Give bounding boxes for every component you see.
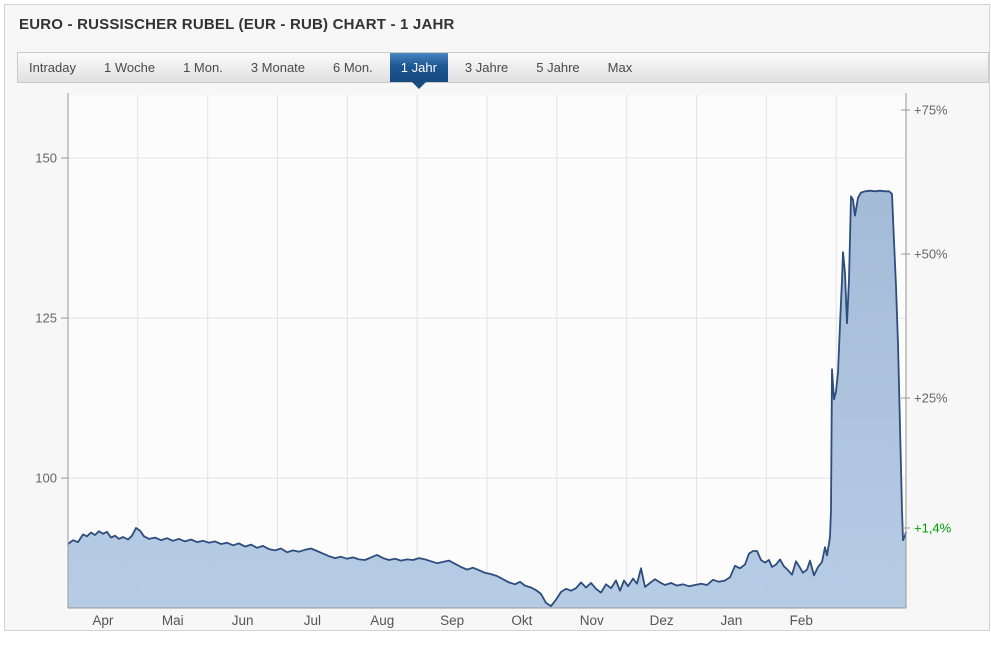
tab-1-jahr[interactable]: 1 Jahr [389,53,448,89]
price-chart[interactable]: 150 125 100 +75% +50% +25% +1,4% Apr Mai Jun Jul A… [5,90,991,640]
area-fill [68,190,906,608]
chart-title: EURO - RUSSISCHER RUBEL (EUR - RUB) CHAR… [19,16,455,33]
x-axis-label: Nov [580,613,604,628]
percent-axis-label: +1,4% [914,521,952,536]
tab-6-mon[interactable]: 6 Mon. [333,60,373,75]
x-axis-label: Jan [721,613,743,628]
percent-axis-label: +50% [914,247,948,262]
percent-axis-label: +25% [914,391,948,406]
tab-max[interactable]: Max [607,60,633,75]
range-tabbar: Intraday 1 Woche 1 Mon. 3 Monate 6 Mon. … [17,52,989,89]
x-axis-label: Apr [92,613,114,628]
tab-intraday[interactable]: Intraday [29,60,76,75]
tab-1-mon[interactable]: 1 Mon. [183,60,223,75]
eur-rub-area-chart[interactable]: 150 125 100 +75% +50% +25% +1,4% Apr Mai Jun Jul A… [5,90,991,640]
tab-3-jahre[interactable]: 3 Jahre [464,60,509,75]
x-axis-label: Dez [650,613,674,628]
y-axis-label: 125 [35,311,57,326]
x-axis-label: Sep [440,613,464,628]
percent-axis-label: +75% [914,103,948,118]
chart-card: EURO - RUSSISCHER RUBEL (EUR - RUB) CHAR… [4,4,990,631]
tab-3-monate[interactable]: 3 Monate [250,60,306,75]
y-axis-label: 150 [35,151,57,166]
x-axis-label: Jul [304,613,321,628]
tab-1-woche[interactable]: 1 Woche [103,60,156,75]
x-axis-label: Feb [790,613,813,628]
x-axis-label: Aug [370,613,394,628]
x-axis-label: Jun [232,613,254,628]
x-axis-label: Mai [162,613,184,628]
y-axis-label: 100 [35,471,57,486]
price-line [67,189,907,607]
x-axis-label: Okt [511,613,532,628]
tab-5-jahre[interactable]: 5 Jahre [536,60,580,75]
